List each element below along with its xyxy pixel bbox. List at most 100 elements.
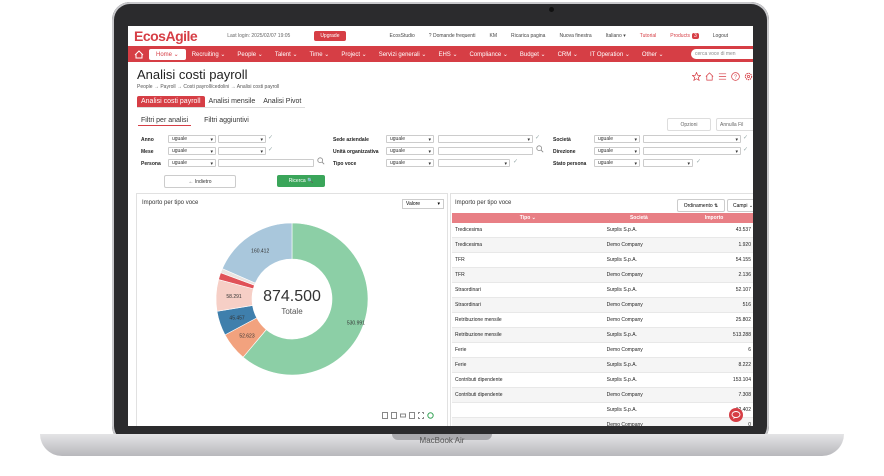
image-icon[interactable] [409,406,415,419]
nav-recruiting[interactable]: Recruiting ⌄ [191,51,226,58]
column-header-tipo[interactable]: Tipo ⌄ [452,213,604,223]
check-icon: ✓ [696,159,702,165]
nav-it-operation[interactable]: IT Operation ⌄ [589,51,630,58]
refresh-icon[interactable] [427,406,434,419]
language-select[interactable]: Italiano ▾ [605,32,626,39]
table-row[interactable]: Contributi dipendente Surplis S.p.A. 153.1… [452,372,753,388]
link-ecosstudio[interactable]: EcosStudio [389,32,415,39]
tab-filtri-aggiuntivi[interactable]: Filtri aggiuntivi [204,117,249,124]
settings-icon[interactable] [744,68,753,81]
table-row[interactable]: Demo Company 0 [452,417,753,426]
donut-slice[interactable] [221,222,293,284]
table-row[interactable]: Retribuzione mensile Surplis S.p.A. 513.28… [452,327,753,343]
table-row[interactable]: Tredicesima Surplis S.p.A. 43.537 [452,223,753,238]
column-header-importo[interactable]: Importo [674,213,753,223]
filter-value[interactable] [218,159,314,167]
laptop-notch [392,434,492,440]
last-login: Last login: 2025/02/07 19:05 [227,32,291,39]
back-button[interactable]: ← Indietro [164,175,236,188]
nav-ehs[interactable]: EHS ⌄ [438,51,458,58]
pdf-icon[interactable] [382,406,388,419]
home-shortcut-icon[interactable] [705,68,714,81]
filter-unita: Unità organizzativa [333,147,379,156]
nav-project[interactable]: Project ⌄ [341,51,367,58]
table-row[interactable]: TFR Surplis S.p.A. 54.155 [452,252,753,268]
table-row[interactable]: Ferie Demo Company 6 [452,342,753,358]
filter-operator[interactable]: uguale ▾ [168,135,216,143]
filter-value[interactable]: ▾ [643,159,693,167]
slice-label: 58.291 [226,294,242,300]
link-new-window[interactable]: Nuova finestra [559,32,592,39]
help-icon[interactable]: ? [731,68,740,81]
search-icon[interactable] [317,157,325,167]
nav-servizi-generali[interactable]: Servizi generali ⌄ [378,51,427,58]
nav-other[interactable]: Other ⌄ [641,51,664,58]
link-faq[interactable]: ? Domande frequenti [428,32,476,39]
filter-operator[interactable]: uguale ▾ [168,159,216,167]
filter-tipo-voce: Tipo voce [333,159,356,168]
slice-label: 52.623 [239,334,255,340]
nav-crm[interactable]: CRM ⌄ [557,51,578,58]
table-row[interactable]: Ferie Surplis S.p.A. 8.222 [452,357,753,373]
chat-icon[interactable] [729,408,743,422]
clear-filters-button[interactable]: Annulla Fil [716,118,753,131]
filter-value[interactable]: ▾ [643,135,741,143]
tab-analisi-pivot[interactable]: Analisi Pivot [259,96,306,108]
upgrade-button[interactable]: Upgrade [314,30,346,41]
filter-value[interactable]: ▾ [438,159,510,167]
table-row[interactable]: Tredicesima Demo Company 1.920 [452,237,753,253]
tab-analisi-mensile[interactable]: Analisi mensile [204,96,260,108]
tab-filtri-analisi[interactable]: Filtri per analisi [138,116,192,126]
table-row[interactable]: Straordinari Surplis S.p.A. 52.107 [452,282,753,298]
filter-value[interactable]: ▾ [643,147,741,155]
products-menu[interactable]: Products 3 [670,32,699,39]
home-icon[interactable] [132,47,146,61]
logout-link[interactable]: Logout [712,32,729,39]
check-icon: ✓ [535,135,541,141]
filter-operator[interactable]: uguale ▾ [386,147,434,155]
options-button[interactable]: Opzioni [667,118,711,131]
filter-value[interactable]: ▾ [438,135,533,143]
fullscreen-icon[interactable] [418,406,424,419]
cell-societa: Surplis S.p.A. [603,372,675,388]
breadcrumb[interactable]: People → Payroll → Costi payroll/cedolin… [137,84,280,90]
filter-value[interactable]: ▾ [218,135,266,143]
fields-button[interactable]: Campi ⌄ [727,199,753,212]
table-row[interactable]: Straordinari Demo Company 516 [452,297,753,313]
list-icon[interactable] [718,68,727,80]
sort-button[interactable]: Ordinamento ⇅ [677,199,725,212]
link-tutorial[interactable]: Tutorial [639,32,657,39]
nav-budget[interactable]: Budget ⌄ [519,51,546,58]
nav-time[interactable]: Time ⌄ [309,51,330,58]
donut-slice[interactable] [242,222,369,376]
filter-operator[interactable]: uguale ▾ [594,147,640,155]
filter-operator[interactable]: uguale ▾ [386,135,434,143]
table-row[interactable]: Contributi dipendente Demo Company 7.308 [452,387,753,403]
menu-search-input[interactable]: cerca voce di men [691,49,753,59]
link-km[interactable]: KM [489,32,498,39]
nav-compliance[interactable]: Compliance ⌄ [469,51,508,58]
nav-talent[interactable]: Talent ⌄ [274,51,298,58]
filter-value[interactable] [438,147,533,155]
filter-operator[interactable]: uguale ▾ [386,159,434,167]
print-icon[interactable] [400,406,406,418]
tab-analisi-costi[interactable]: Analisi costi payroll [137,96,205,108]
app-logo[interactable]: EcosAgile [134,27,198,44]
link-reload[interactable]: Ricarica pagina [511,32,546,39]
nav-people[interactable]: People ⌄ [237,51,263,58]
table-row[interactable]: Surplis S.p.A. 12.402 [452,402,753,418]
filter-value[interactable]: ▾ [218,147,266,155]
table-row[interactable]: Retribuzione mensile Demo Company 25.802 [452,312,753,328]
cell-importo: 2.136 [674,267,753,283]
search-button[interactable]: Ricerca 🔍 [277,175,325,187]
excel-icon[interactable] [391,406,397,419]
filter-operator[interactable]: uguale ▾ [594,159,640,167]
filter-operator[interactable]: uguale ▾ [594,135,640,143]
column-header-societa[interactable]: Società [603,213,675,223]
search-icon[interactable] [536,145,544,155]
star-icon[interactable] [691,68,702,82]
table-row[interactable]: TFR Demo Company 2.136 [452,267,753,283]
nav-home[interactable]: Home ⌄ [149,48,186,60]
value-selector[interactable]: Valore ▾ [402,199,444,209]
filter-operator[interactable]: uguale ▾ [168,147,216,155]
